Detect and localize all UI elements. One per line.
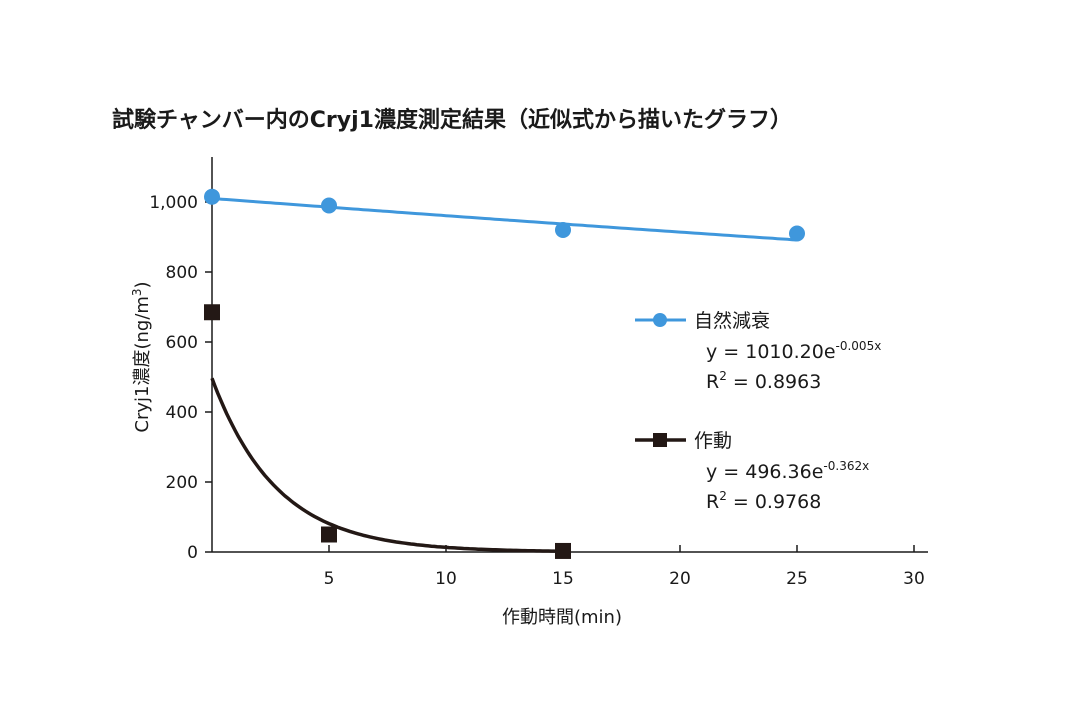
y-tick-label: 0 [187, 543, 198, 563]
fit-curve-2 [210, 377, 563, 553]
x-tick-label: 25 [786, 569, 808, 589]
data-points [204, 188, 805, 559]
legend-r-squared: R2 = 0.8963 [706, 369, 821, 393]
data-point [321, 197, 337, 214]
data-point [204, 304, 220, 321]
x-tick-label: 10 [435, 569, 457, 589]
legend-equation: y = 1010.20e-0.005x [706, 339, 881, 363]
legend-equation: y = 496.36e-0.362x [706, 459, 869, 483]
x-tick-label: 15 [552, 569, 574, 589]
legend-series-name: 自然減衰 [694, 310, 770, 332]
legend-r-squared: R2 = 0.9768 [706, 489, 821, 513]
legend: 自然減衰 y = 1010.20e-0.005x R2 = 0.8963 作動 y = … [635, 310, 881, 513]
x-tick-label: 5 [324, 569, 335, 589]
x-axis-label: 作動時間(min) [502, 607, 622, 628]
x-tick-label: 20 [669, 569, 691, 589]
data-point [555, 222, 571, 238]
y-tick-label: 600 [166, 333, 198, 353]
y-tick-label: 200 [166, 473, 198, 493]
y-tick-label: 400 [166, 403, 198, 423]
legend-series-name: 作動 [694, 430, 732, 452]
y-tick-label: 1,000 [149, 193, 198, 213]
data-point [789, 225, 805, 242]
tick-labels: 0 200 400 600 800 1,000 5 10 15 20 25 30 [149, 193, 924, 589]
data-point [321, 526, 337, 543]
y-axis-label: Cryj1濃度(ng/m3) [130, 281, 153, 432]
fit-curve-1 [211, 196, 798, 242]
legend-marker [653, 433, 667, 447]
chart-title: 試験チャンバー内のCryj1濃度測定結果（近似式から描いたグラフ） [112, 108, 792, 133]
fit-curves [210, 196, 798, 553]
data-point [555, 542, 571, 559]
x-tick-label: 30 [903, 569, 925, 589]
data-point [204, 188, 220, 205]
y-tick-label: 800 [166, 263, 198, 283]
legend-marker [653, 313, 667, 327]
